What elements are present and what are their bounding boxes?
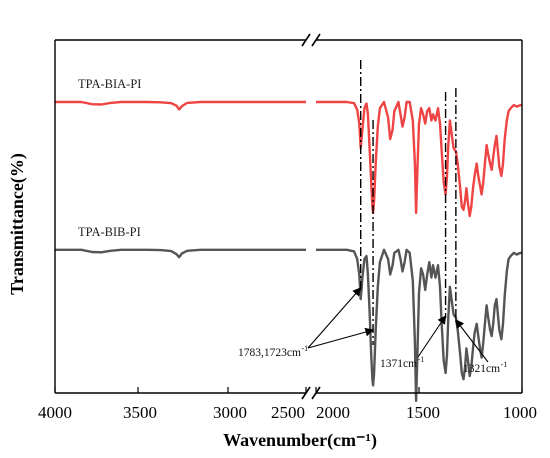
annotation-superscript-1783-1723cm: -1 bbox=[301, 344, 308, 353]
series-line-tpa-bia-pi-left bbox=[55, 100, 306, 111]
annotation-arrow-1371 bbox=[417, 315, 447, 358]
annotation-label-1783-1723cm: 1783,1723cm bbox=[238, 347, 301, 359]
axes-layer: 4000 3500 3000 2500 2000 1500 1000 bbox=[38, 33, 537, 422]
x-tick-label-1500: 1500 bbox=[406, 403, 440, 422]
axis-break-mark-top-1 bbox=[301, 33, 311, 47]
annotation-arrow-1321 bbox=[455, 319, 489, 363]
x-tick-label-3000: 3000 bbox=[213, 403, 247, 422]
x-axis-title: Wavenumber(cm⁻¹) bbox=[223, 430, 377, 451]
annotation-superscript-1371cm: -1 bbox=[418, 355, 425, 364]
x-tick-label-2000: 2000 bbox=[316, 403, 350, 422]
x-tick-label-2500: 2500 bbox=[271, 403, 305, 422]
annotation-label-1371cm: 1371cm bbox=[380, 358, 417, 370]
series-label-tpa-bib-pi: TPA-BIB-PI bbox=[78, 225, 141, 239]
series-label-tpa-bia-pi: TPA-BIA-PI bbox=[78, 77, 141, 91]
annotation-superscript-1321cm: -1 bbox=[501, 360, 508, 369]
axis-break-mark-top-2 bbox=[311, 33, 321, 47]
series-line-tpa-bib-pi-left bbox=[55, 248, 306, 259]
series-line-tpa-bia-pi-right bbox=[316, 100, 522, 218]
series-line-tpa-bib-pi-right bbox=[316, 248, 522, 402]
x-tick-label-1000: 1000 bbox=[503, 403, 537, 422]
x-tick-label-4000: 4000 bbox=[38, 403, 72, 422]
y-axis-title: Transmittance(%) bbox=[7, 153, 28, 295]
annotation-arrow-1783 bbox=[307, 287, 362, 349]
annotation-arrow-1723 bbox=[307, 327, 375, 349]
annotation-label-1321cm: 1321cm bbox=[463, 363, 500, 375]
x-tick-label-3500: 3500 bbox=[123, 403, 157, 422]
